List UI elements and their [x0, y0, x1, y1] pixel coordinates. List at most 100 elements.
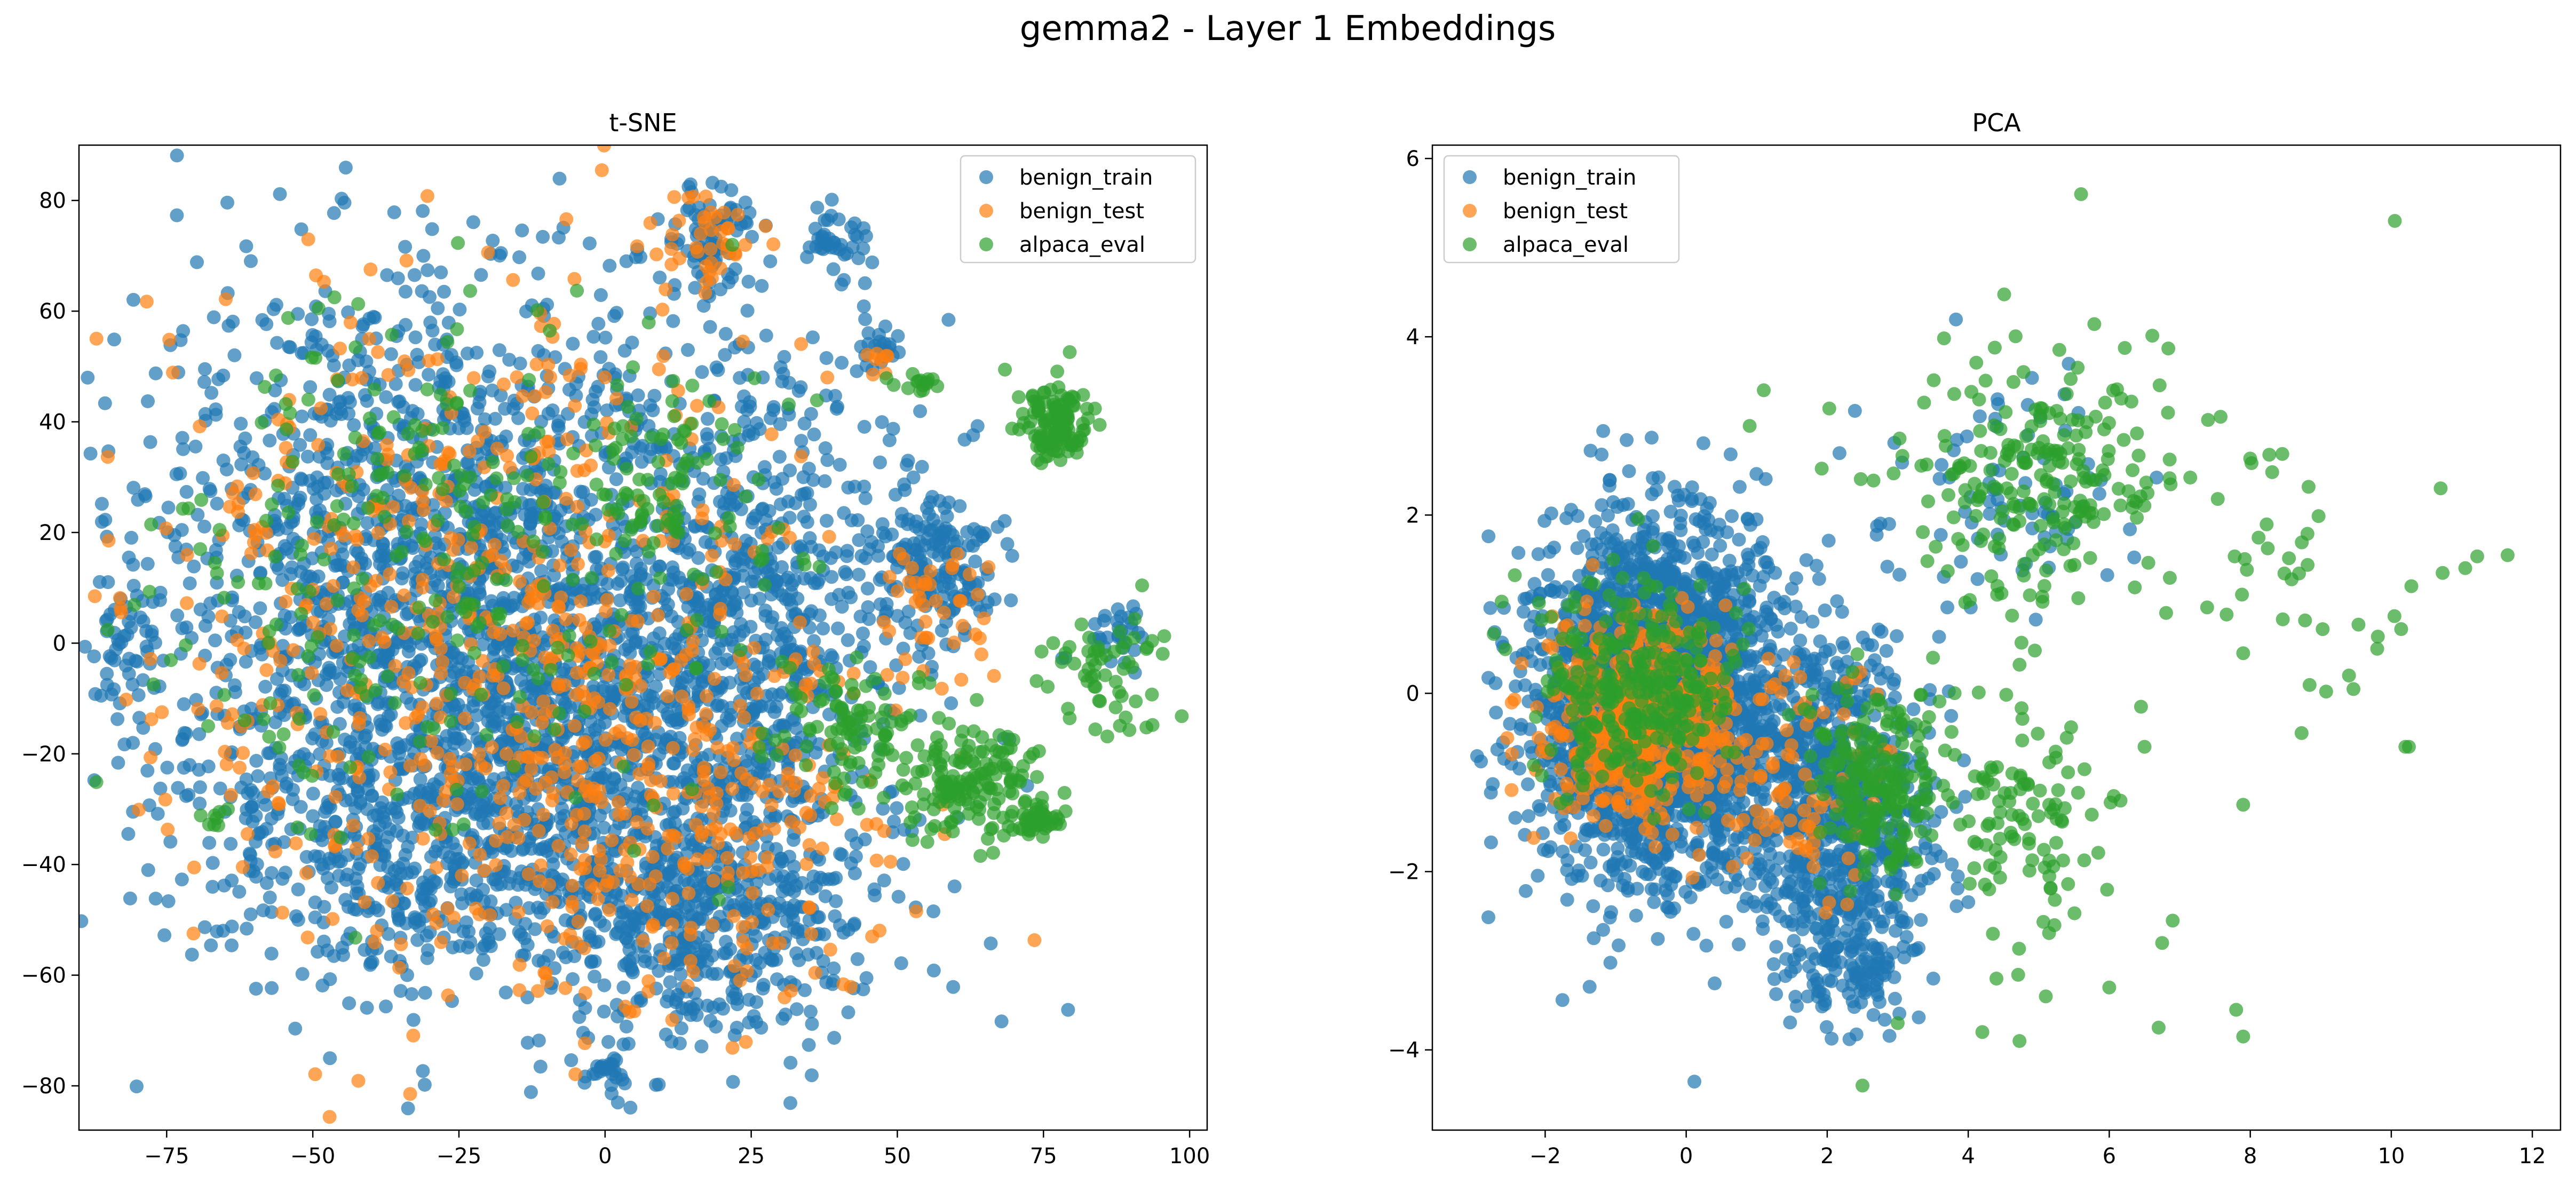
- data-point: [587, 691, 601, 705]
- data-point: [781, 495, 796, 508]
- data-point: [239, 655, 253, 669]
- data-point: [240, 921, 254, 936]
- data-point: [817, 227, 831, 242]
- data-point: [399, 716, 413, 730]
- data-point: [248, 615, 263, 630]
- data-point: [709, 1020, 723, 1034]
- data-point: [611, 1095, 625, 1110]
- data-point: [497, 377, 511, 392]
- data-point: [668, 805, 682, 819]
- data-point: [810, 201, 825, 215]
- data-point: [197, 519, 211, 534]
- data-point: [170, 608, 185, 623]
- data-point: [802, 1038, 816, 1052]
- data-point: [694, 799, 709, 814]
- data-point: [861, 326, 876, 340]
- data-point: [718, 327, 733, 341]
- data-point: [170, 208, 184, 223]
- data-point: [728, 556, 742, 570]
- data-point: [341, 391, 355, 405]
- data-point: [567, 272, 582, 286]
- data-point: [362, 332, 376, 346]
- data-point: [564, 847, 578, 862]
- data-point: [239, 239, 253, 253]
- data-point: [894, 956, 908, 971]
- data-point: [225, 873, 239, 888]
- data-point: [130, 1079, 144, 1094]
- data-point: [473, 385, 487, 399]
- data-point: [258, 798, 273, 812]
- data-point: [627, 748, 641, 762]
- data-point: [742, 205, 757, 220]
- data-point: [574, 362, 588, 376]
- data-point: [728, 262, 742, 276]
- data-point: [830, 812, 844, 827]
- data-point: [79, 914, 89, 928]
- data-point: [308, 895, 322, 910]
- data-point: [187, 559, 201, 574]
- data-point: [251, 769, 265, 783]
- data-point: [308, 849, 322, 863]
- data-point: [591, 892, 605, 907]
- data-point: [552, 171, 567, 186]
- data-point: [629, 659, 643, 674]
- data-point: [699, 707, 713, 721]
- data-point: [236, 746, 250, 760]
- data-point: [605, 683, 619, 697]
- data-point: [762, 656, 776, 670]
- data-point: [425, 222, 439, 236]
- data-point: [699, 943, 713, 957]
- data-point: [443, 767, 458, 781]
- data-point: [743, 850, 758, 864]
- data-point: [420, 562, 434, 576]
- data-point: [783, 1055, 798, 1070]
- data-point: [886, 422, 900, 436]
- data-point: [393, 867, 408, 881]
- data-point: [480, 442, 494, 456]
- data-point: [532, 1034, 546, 1048]
- data-point: [727, 1028, 742, 1043]
- data-point: [179, 620, 194, 634]
- data-point: [759, 632, 773, 647]
- data-point: [300, 931, 315, 944]
- data-point: [772, 688, 786, 702]
- data-point: [175, 523, 189, 537]
- data-point: [510, 370, 524, 384]
- data-point: [664, 936, 679, 950]
- data-point: [488, 411, 502, 426]
- data-point: [453, 303, 467, 317]
- data-point: [609, 472, 623, 487]
- data-point: [142, 798, 156, 813]
- data-point: [498, 986, 513, 1000]
- data-point: [883, 855, 898, 869]
- data-point: [94, 515, 109, 529]
- data-point: [360, 516, 375, 530]
- data-point: [612, 807, 627, 822]
- data-point: [820, 453, 835, 467]
- data-point: [330, 639, 344, 653]
- data-point: [279, 594, 293, 609]
- data-point: [944, 696, 958, 710]
- data-point: [761, 903, 775, 917]
- data-point: [573, 862, 588, 876]
- data-point: [477, 863, 491, 878]
- data-point: [639, 711, 653, 726]
- data-point: [548, 743, 562, 757]
- data-point: [1005, 549, 1019, 563]
- data-point: [416, 831, 430, 846]
- data-point: [330, 700, 345, 714]
- data-point: [695, 912, 710, 926]
- data-point: [498, 562, 512, 576]
- data-point: [661, 582, 676, 597]
- data-point: [499, 903, 513, 917]
- data-point: [446, 590, 461, 604]
- data-point: [1061, 1003, 1075, 1017]
- data-point: [479, 803, 493, 817]
- data-point: [599, 604, 613, 618]
- data-point: [525, 406, 540, 420]
- data-point: [255, 313, 270, 327]
- data-point: [121, 827, 136, 841]
- data-point: [584, 458, 598, 473]
- data-point: [291, 883, 305, 896]
- data-point: [434, 666, 448, 680]
